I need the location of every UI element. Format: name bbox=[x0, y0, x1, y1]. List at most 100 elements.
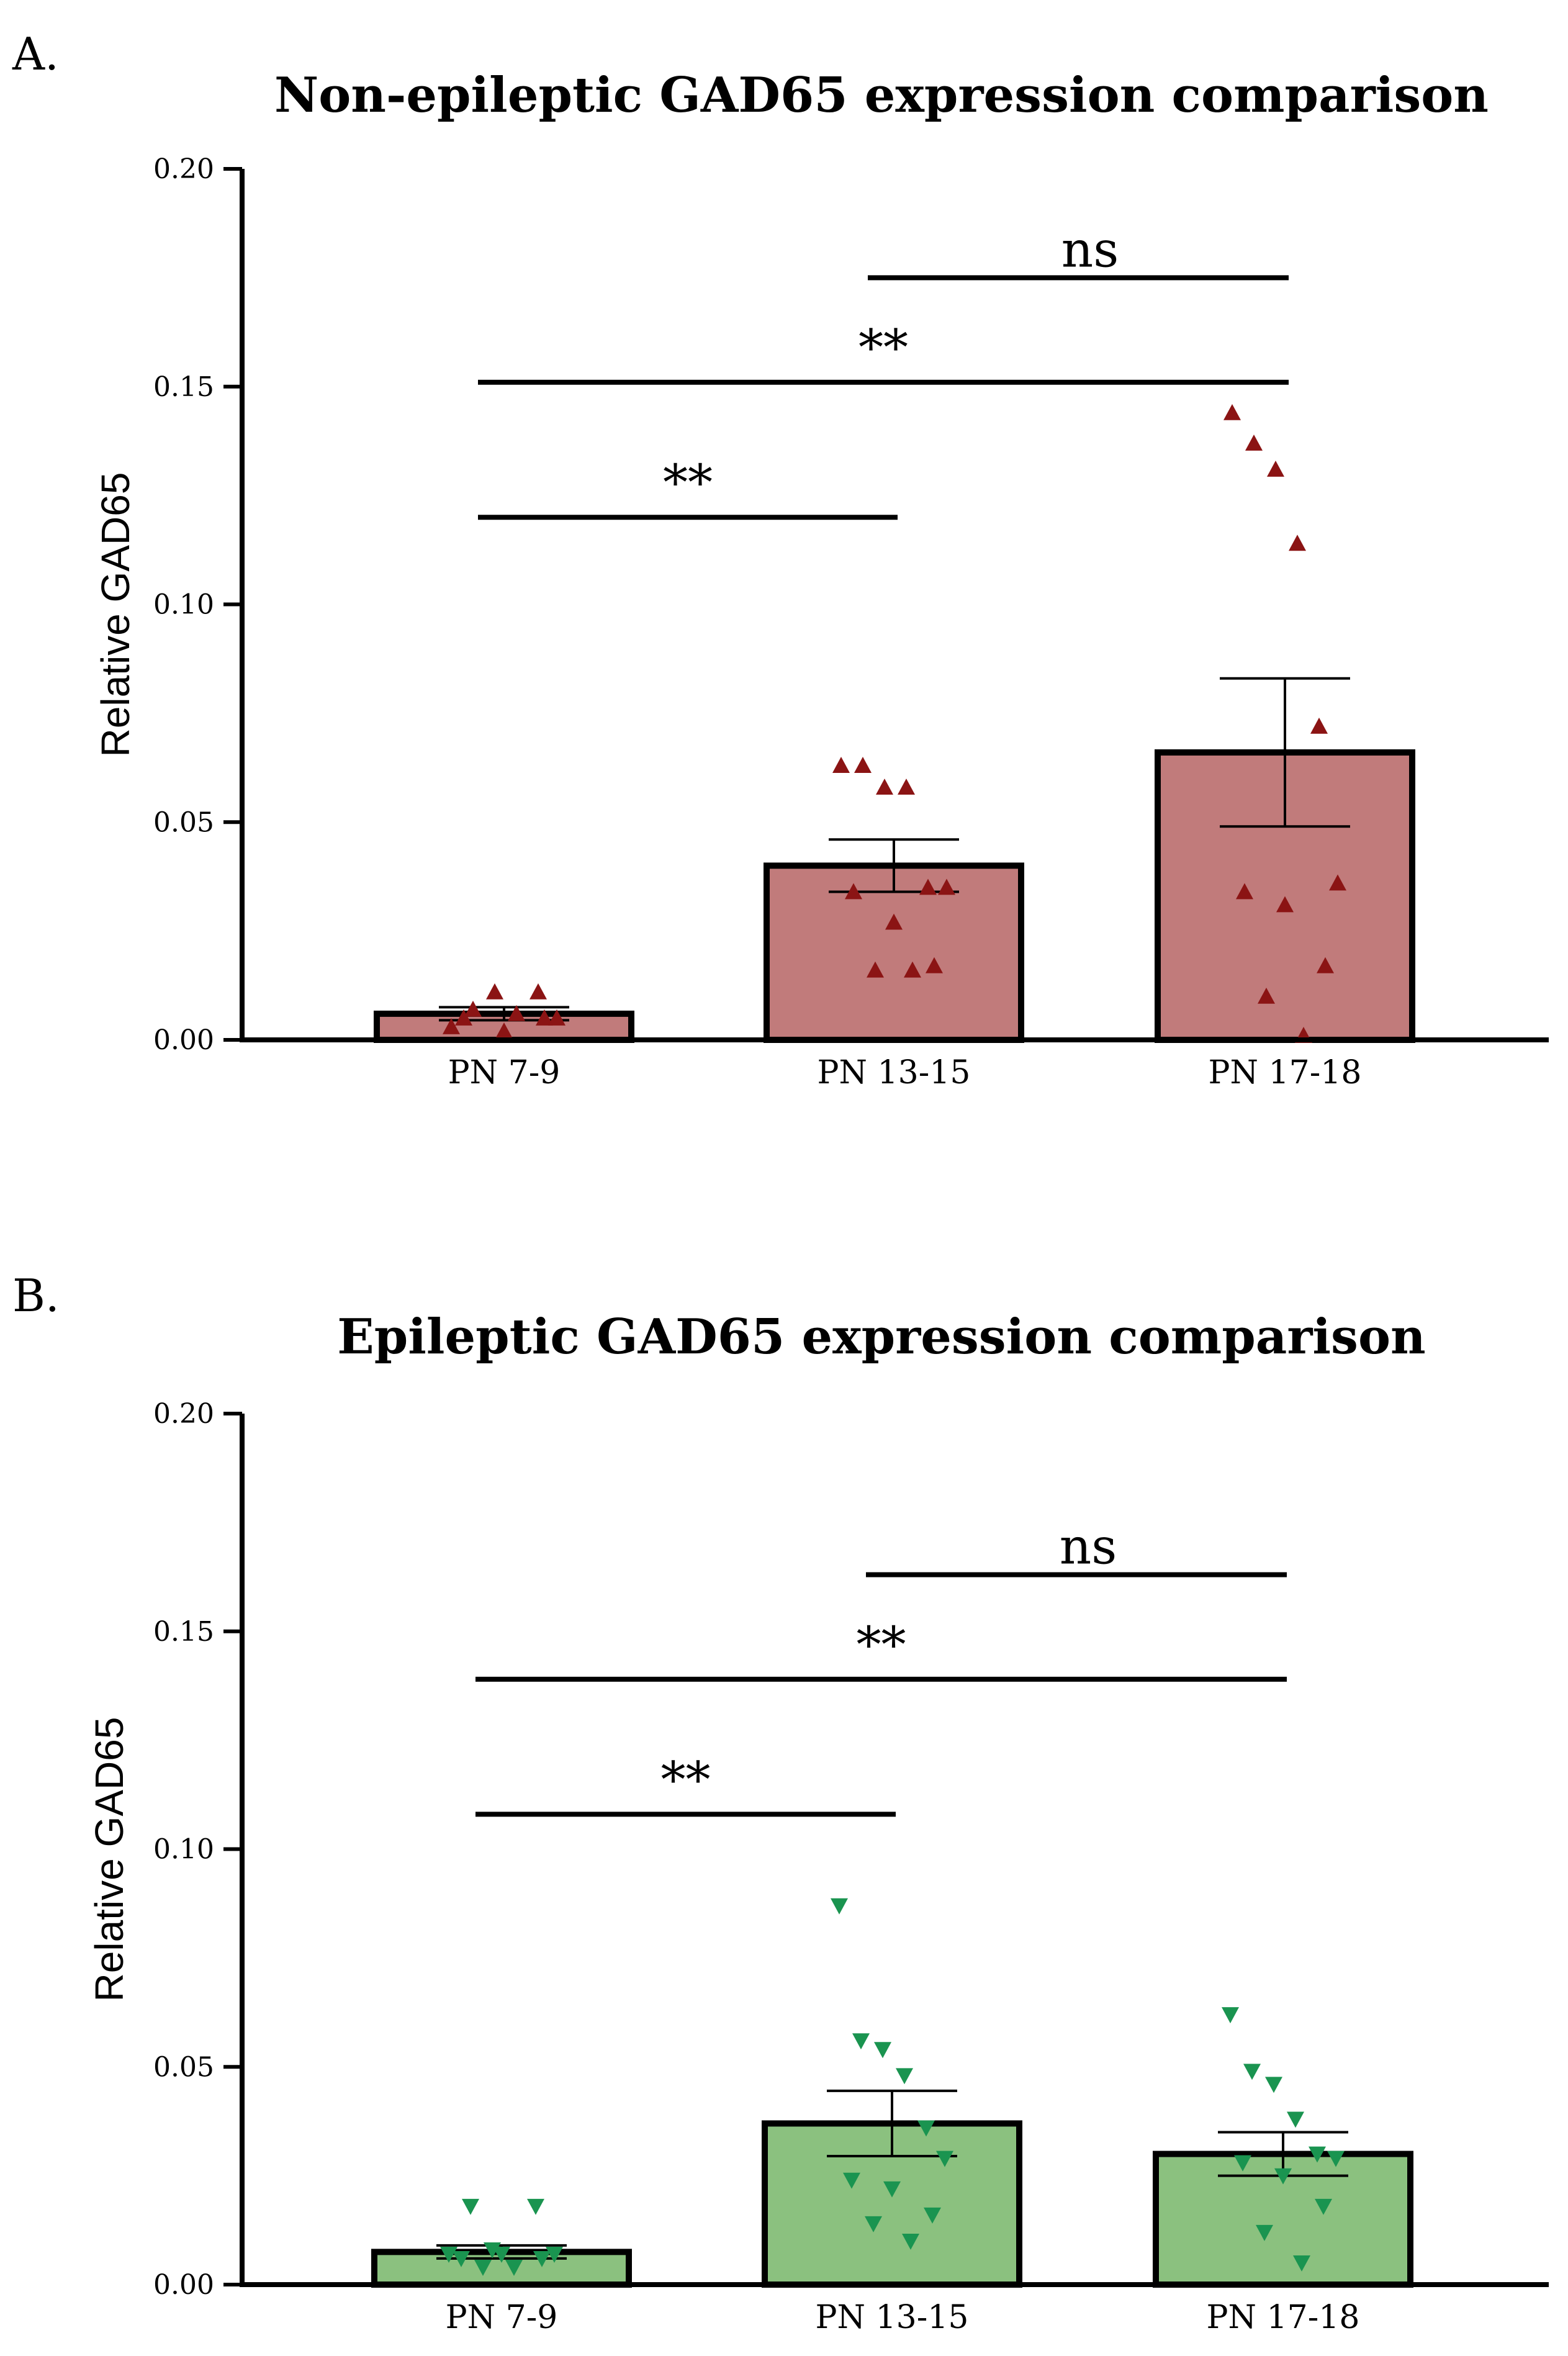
data-point bbox=[1317, 957, 1334, 973]
data-point bbox=[1243, 2064, 1261, 2080]
y-tick-label: 0.05 bbox=[153, 806, 214, 838]
y-tick-label: 0.10 bbox=[153, 589, 214, 621]
data-point bbox=[1267, 461, 1284, 477]
significance-label: ** bbox=[661, 1751, 711, 1808]
data-point bbox=[938, 878, 955, 895]
data-point bbox=[1265, 2077, 1282, 2093]
data-point bbox=[464, 1000, 482, 1017]
data-point bbox=[917, 2120, 935, 2137]
data-point bbox=[896, 2068, 913, 2085]
data-point bbox=[1287, 2111, 1304, 2128]
data-point bbox=[1274, 2168, 1292, 2185]
data-point bbox=[919, 878, 937, 895]
data-point bbox=[484, 2242, 501, 2259]
panel-b-bars bbox=[371, 2120, 1413, 2288]
y-tick-label: 0.20 bbox=[153, 1398, 214, 1430]
y-tick-label: 0.10 bbox=[153, 1834, 214, 1866]
data-point bbox=[924, 2207, 941, 2224]
panel-a-label: A. bbox=[12, 28, 59, 80]
data-point bbox=[495, 1022, 513, 1039]
data-point bbox=[1234, 2155, 1251, 2172]
significance-label: ** bbox=[857, 1616, 906, 1674]
data-point bbox=[486, 983, 503, 1000]
significance-label: ** bbox=[663, 454, 713, 512]
panel-b-label: B. bbox=[12, 1270, 60, 1322]
x-tick-label: PN 13-15 bbox=[816, 2299, 969, 2336]
data-point bbox=[852, 2033, 870, 2050]
data-point bbox=[831, 1898, 848, 1915]
data-point bbox=[904, 961, 921, 978]
data-point bbox=[883, 2181, 901, 2198]
y-tick-label: 0.00 bbox=[153, 2269, 214, 2301]
data-point bbox=[1327, 2151, 1345, 2167]
data-point bbox=[474, 2260, 492, 2276]
y-tick-label: 0.20 bbox=[153, 153, 214, 185]
data-point bbox=[845, 883, 862, 900]
data-point bbox=[443, 1018, 460, 1034]
data-point bbox=[885, 913, 903, 930]
significance-label: ** bbox=[858, 319, 908, 377]
data-point bbox=[1258, 987, 1275, 1004]
x-tick-label: PN 7-9 bbox=[446, 2299, 558, 2336]
panel-a-chart: A. Non-epileptic GAD65 expression compar… bbox=[12, 28, 1549, 1091]
data-point bbox=[867, 961, 884, 978]
data-point bbox=[536, 1009, 553, 1026]
panel-a-data-points bbox=[443, 404, 1346, 1043]
panel-a-title: Non-epileptic GAD65 expression compariso… bbox=[274, 67, 1489, 124]
panel-a-axes: 0.00 0.05 0.10 0.15 0.20 PN 7-9 PN 13-15 PN 17-… bbox=[153, 153, 1549, 1091]
data-point bbox=[1315, 2198, 1332, 2215]
panel-b-significance-brackets: ** ** ns bbox=[475, 1518, 1287, 1817]
panel-a-y-axis-label: Relative GAD65 bbox=[93, 472, 138, 757]
data-point bbox=[854, 757, 872, 773]
x-tick-label: PN 13-15 bbox=[818, 1054, 971, 1091]
data-point bbox=[546, 2246, 563, 2263]
data-point bbox=[1245, 434, 1263, 451]
significance-label: ns bbox=[1060, 1518, 1117, 1576]
data-point bbox=[493, 2246, 510, 2263]
data-point bbox=[926, 957, 943, 973]
data-point bbox=[453, 2251, 470, 2267]
data-point bbox=[874, 2042, 891, 2059]
data-point bbox=[455, 1009, 472, 1026]
data-point bbox=[876, 779, 893, 795]
data-point bbox=[832, 757, 850, 773]
data-point bbox=[1222, 2007, 1239, 2024]
data-point bbox=[1329, 874, 1346, 891]
data-point bbox=[527, 2198, 544, 2215]
x-tick-label: PN 17-18 bbox=[1207, 2299, 1360, 2336]
x-tick-label: PN 7-9 bbox=[448, 1054, 561, 1091]
data-point bbox=[533, 2251, 551, 2267]
data-point bbox=[1289, 535, 1306, 551]
x-tick-label: PN 17-18 bbox=[1209, 1054, 1362, 1091]
data-point bbox=[902, 2233, 919, 2250]
data-point bbox=[1276, 896, 1294, 913]
data-point bbox=[865, 2216, 882, 2232]
data-point bbox=[1256, 2224, 1273, 2241]
y-tick-label: 0.15 bbox=[153, 371, 214, 403]
data-point bbox=[898, 779, 915, 795]
data-point bbox=[1293, 2255, 1310, 2272]
data-point bbox=[1236, 883, 1253, 900]
bar-pn-13-15 bbox=[764, 862, 1024, 1044]
data-point bbox=[1223, 404, 1241, 420]
y-tick-label: 0.05 bbox=[153, 2051, 214, 2083]
y-tick-label: 0.15 bbox=[153, 1616, 214, 1648]
data-point bbox=[548, 1009, 565, 1026]
panel-b-y-axis-label: Relative GAD65 bbox=[87, 1717, 132, 2002]
data-point bbox=[462, 2198, 479, 2215]
data-point bbox=[505, 2260, 523, 2276]
data-point bbox=[529, 983, 547, 1000]
panel-b-title: Epileptic GAD65 expression comparison bbox=[337, 1309, 1425, 1365]
data-point bbox=[936, 2151, 953, 2167]
data-point bbox=[508, 1004, 525, 1021]
y-tick-label: 0.00 bbox=[153, 1024, 214, 1056]
panel-a-significance-brackets: ** ** ns bbox=[478, 220, 1289, 520]
panel-b-chart: B. Epileptic GAD65 expression comparison… bbox=[12, 1270, 1549, 2336]
data-point bbox=[843, 2172, 860, 2189]
data-point bbox=[1310, 717, 1328, 734]
data-point bbox=[440, 2246, 457, 2263]
data-point bbox=[1309, 2146, 1326, 2163]
panel-b-data-points bbox=[440, 1898, 1345, 2276]
panel-b-axes: 0.00 0.05 0.10 0.15 0.20 PN 7-9 PN 13-15 PN 17-… bbox=[153, 1398, 1549, 2336]
